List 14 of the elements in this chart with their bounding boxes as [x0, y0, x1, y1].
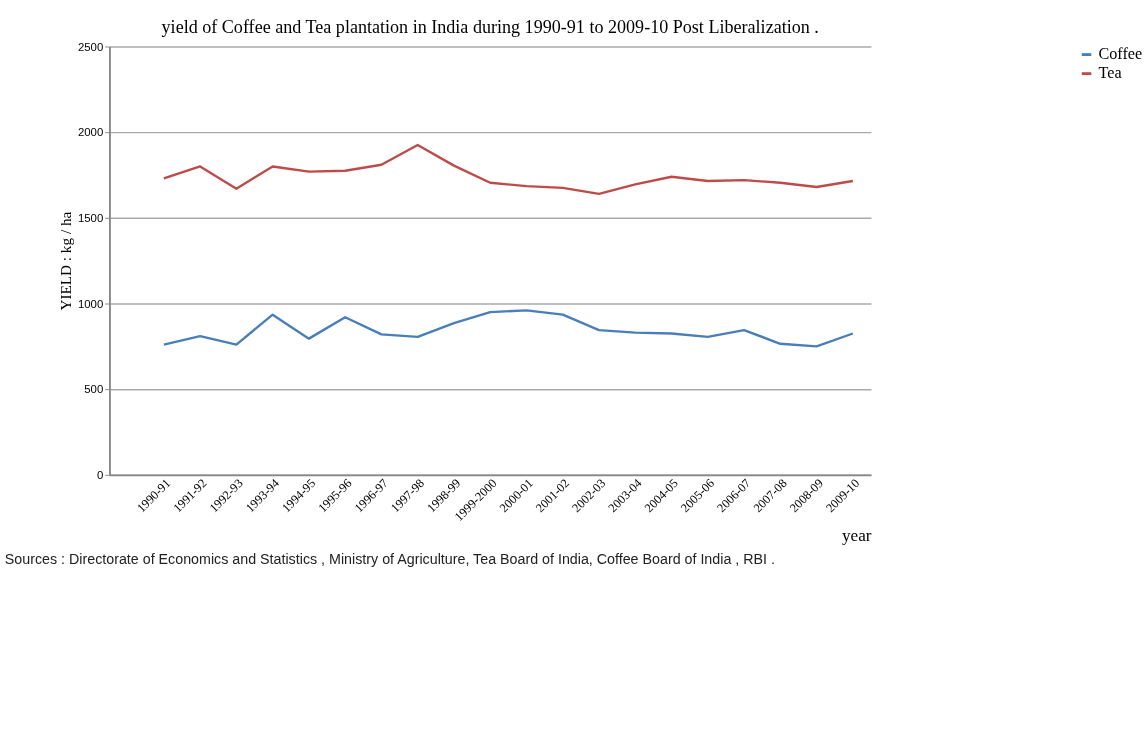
- line-series: [162, 143, 855, 196]
- y-tick-label: 2000: [77, 126, 104, 139]
- source-note: Sources : Directorate of Economics and Statistics , Ministry of Agriculture, Tea Board of India, Coffee Board of India , RBI .: [4, 551, 775, 568]
- y-tick-label: 2500: [77, 40, 104, 53]
- y-tick-label: 0: [96, 469, 104, 482]
- chart-title: yield of Coffee and Tea plantation in India during 1990-91 to 2009-10 Post Liberalization .: [161, 17, 819, 38]
- legend-label: Tea: [1098, 64, 1122, 82]
- legend-label: Coffee: [1098, 45, 1143, 63]
- y-tick-label: 500: [84, 383, 104, 396]
- y-tick-label: 1000: [77, 297, 104, 310]
- line-series: [162, 309, 855, 348]
- x-axis-title: year: [841, 526, 872, 546]
- y-tick-label: 1500: [77, 212, 104, 225]
- y-axis-title: YIELD : kg / ha: [57, 211, 75, 311]
